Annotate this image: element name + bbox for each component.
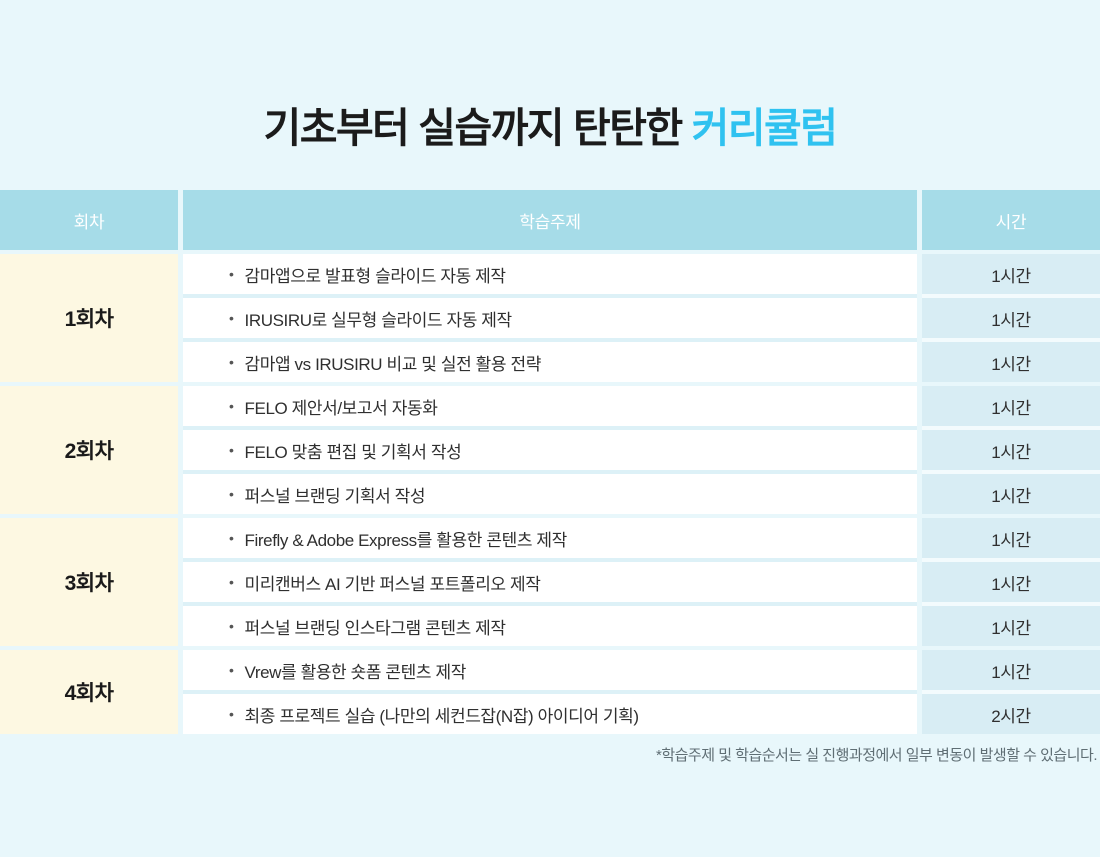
session-label: 4회차 (0, 650, 178, 734)
topic-cell: • 최종 프로젝트 실습 (나만의 세컨드잡(N잡) 아이디어 기획) (183, 694, 917, 734)
topics-column: • 감마앱으로 발표형 슬라이드 자동 제작 • IRUSIRU로 실무형 슬라이드… (183, 254, 917, 382)
header-time: 시간 (922, 190, 1100, 250)
times-column: 1시간 1시간 1시간 (922, 386, 1100, 514)
bullet-icon: • (229, 662, 234, 678)
time-cell: 1시간 (922, 606, 1100, 646)
topic-text: 퍼스널 브랜딩 인스타그램 콘텐츠 제작 (244, 618, 507, 638)
time-cell: 1시간 (922, 342, 1100, 382)
time-cell: 1시간 (922, 474, 1100, 514)
topic-text: 미리캔버스 AI 기반 퍼스널 포트폴리오 제작 (244, 574, 541, 594)
bullet-icon: • (229, 354, 234, 370)
times-column: 1시간 1시간 1시간 (922, 254, 1100, 382)
topic-cell: • Firefly & Adobe Express를 활용한 콘텐츠 제작 (183, 518, 917, 558)
topic-text: FELO 제안서/보고서 자동화 (244, 398, 438, 418)
topics-column: • Vrew를 활용한 숏폼 콘텐츠 제작 • 최종 프로젝트 실습 (나만의 세컨… (183, 650, 917, 734)
session-label: 1회차 (0, 254, 178, 382)
time-cell: 1시간 (922, 386, 1100, 426)
topic-text: 감마앱으로 발표형 슬라이드 자동 제작 (244, 266, 507, 286)
topic-cell: • IRUSIRU로 실무형 슬라이드 자동 제작 (183, 298, 917, 338)
page-title: 기초부터 실습까지 탄탄한 커리큘럼 (0, 94, 1100, 154)
bullet-icon: • (229, 266, 234, 282)
topic-text: FELO 맞춤 편집 및 기획서 작성 (244, 442, 462, 462)
header-session: 회차 (0, 190, 178, 250)
bullet-icon: • (229, 618, 234, 634)
topic-text: Firefly & Adobe Express를 활용한 콘텐츠 제작 (244, 530, 568, 550)
topic-text: IRUSIRU로 실무형 슬라이드 자동 제작 (244, 310, 513, 330)
session-block-1: 1회차 • 감마앱으로 발표형 슬라이드 자동 제작 • IRUSIRU로 실무형 … (0, 254, 1100, 382)
bullet-icon: • (229, 398, 234, 414)
topic-cell: • Vrew를 활용한 숏폼 콘텐츠 제작 (183, 650, 917, 690)
time-cell: 1시간 (922, 562, 1100, 602)
topic-text: 최종 프로젝트 실습 (나만의 세컨드잡(N잡) 아이디어 기획) (244, 706, 640, 726)
session-label: 3회차 (0, 518, 178, 646)
topic-cell: • 퍼스널 브랜딩 기획서 작성 (183, 474, 917, 514)
bullet-icon: • (229, 310, 234, 326)
session-label: 2회차 (0, 386, 178, 514)
bottom-edge-strip (0, 857, 1100, 862)
time-cell: 1시간 (922, 650, 1100, 690)
time-cell: 1시간 (922, 430, 1100, 470)
session-block-3: 3회차 • Firefly & Adobe Express를 활용한 콘텐츠 제작… (0, 518, 1100, 646)
time-cell: 1시간 (922, 254, 1100, 294)
topic-text: Vrew를 활용한 숏폼 콘텐츠 제작 (244, 662, 467, 682)
table-header-row: 회차 학습주제 시간 (0, 190, 1100, 250)
topic-cell: • 퍼스널 브랜딩 인스타그램 콘텐츠 제작 (183, 606, 917, 646)
footnote: *학습주제 및 학습순서는 실 진행과정에서 일부 변동이 발생할 수 있습니다… (655, 747, 1098, 764)
bullet-icon: • (229, 442, 234, 458)
time-cell: 1시간 (922, 298, 1100, 338)
bullet-icon: • (229, 706, 234, 722)
session-block-2: 2회차 • FELO 제안서/보고서 자동화 • FELO 맞춤 편집 및 기획서 … (0, 386, 1100, 514)
topic-cell: • 감마앱 vs IRUSIRU 비교 및 실전 활용 전략 (183, 342, 917, 382)
topic-cell: • FELO 제안서/보고서 자동화 (183, 386, 917, 426)
topics-column: • Firefly & Adobe Express를 활용한 콘텐츠 제작 • 미리… (183, 518, 917, 646)
topic-cell: • 감마앱으로 발표형 슬라이드 자동 제작 (183, 254, 917, 294)
topic-text: 감마앱 vs IRUSIRU 비교 및 실전 활용 전략 (244, 354, 542, 374)
header-topic: 학습주제 (183, 190, 917, 250)
bullet-icon: • (229, 486, 234, 502)
time-cell: 2시간 (922, 694, 1100, 734)
page-title-accent: 커리큘럼 (691, 105, 838, 151)
topic-cell: • 미리캔버스 AI 기반 퍼스널 포트폴리오 제작 (183, 562, 917, 602)
time-cell: 1시간 (922, 518, 1100, 558)
times-column: 1시간 2시간 (922, 650, 1100, 734)
topic-cell: • FELO 맞춤 편집 및 기획서 작성 (183, 430, 917, 470)
session-block-4: 4회차 • Vrew를 활용한 숏폼 콘텐츠 제작 • 최종 프로젝트 실습 (나만… (0, 650, 1100, 734)
curriculum-table: 회차 학습주제 시간 1회차 • 감마앱으로 발표형 슬라이드 자동 제작 • IR… (0, 190, 1100, 734)
times-column: 1시간 1시간 1시간 (922, 518, 1100, 646)
topic-text: 퍼스널 브랜딩 기획서 작성 (244, 486, 426, 506)
bullet-icon: • (229, 574, 234, 590)
page-title-main: 기초부터 실습까지 탄탄한 (263, 105, 692, 151)
topics-column: • FELO 제안서/보고서 자동화 • FELO 맞춤 편집 및 기획서 작성 •… (183, 386, 917, 514)
bullet-icon: • (229, 530, 234, 546)
